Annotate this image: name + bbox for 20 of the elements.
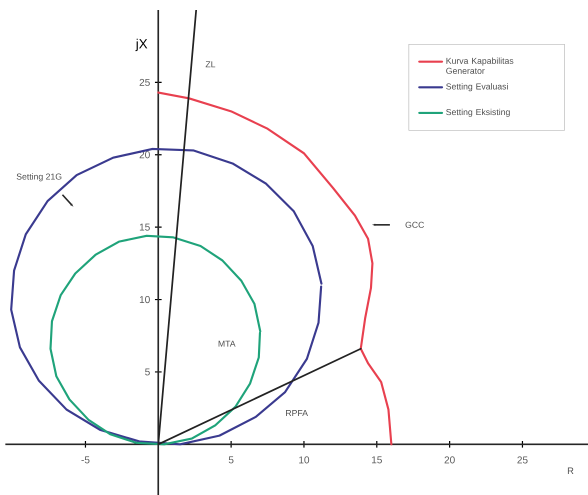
y-axis-title: jX (135, 38, 148, 52)
annotation: MTA (218, 340, 236, 347)
x-tick-label: 25 (517, 456, 528, 464)
y-tick-label: 25 (140, 78, 150, 86)
y-tick-label: 5 (145, 368, 150, 376)
x-axis-title: R (568, 468, 574, 474)
y-tick-label: 15 (140, 224, 150, 231)
y-tick-label: 10 (140, 296, 150, 304)
x-tick-label: 20 (444, 456, 455, 464)
annotation: GCC (406, 222, 424, 228)
x-tick-label: -5 (81, 456, 90, 464)
legend-label: Setting Evaluasi (446, 83, 508, 92)
x-tick-label: 15 (372, 456, 382, 464)
x-tick-label: 10 (299, 456, 310, 464)
legend-label: Setting Eksisting (446, 108, 510, 117)
legend-label: Kurva Kapabilitas Generator (446, 58, 514, 74)
annotation: ZL (206, 61, 216, 68)
x-tick-label: 5 (228, 456, 234, 464)
annotation: RPFA (286, 410, 308, 416)
annotation: Setting 21G (16, 173, 62, 182)
